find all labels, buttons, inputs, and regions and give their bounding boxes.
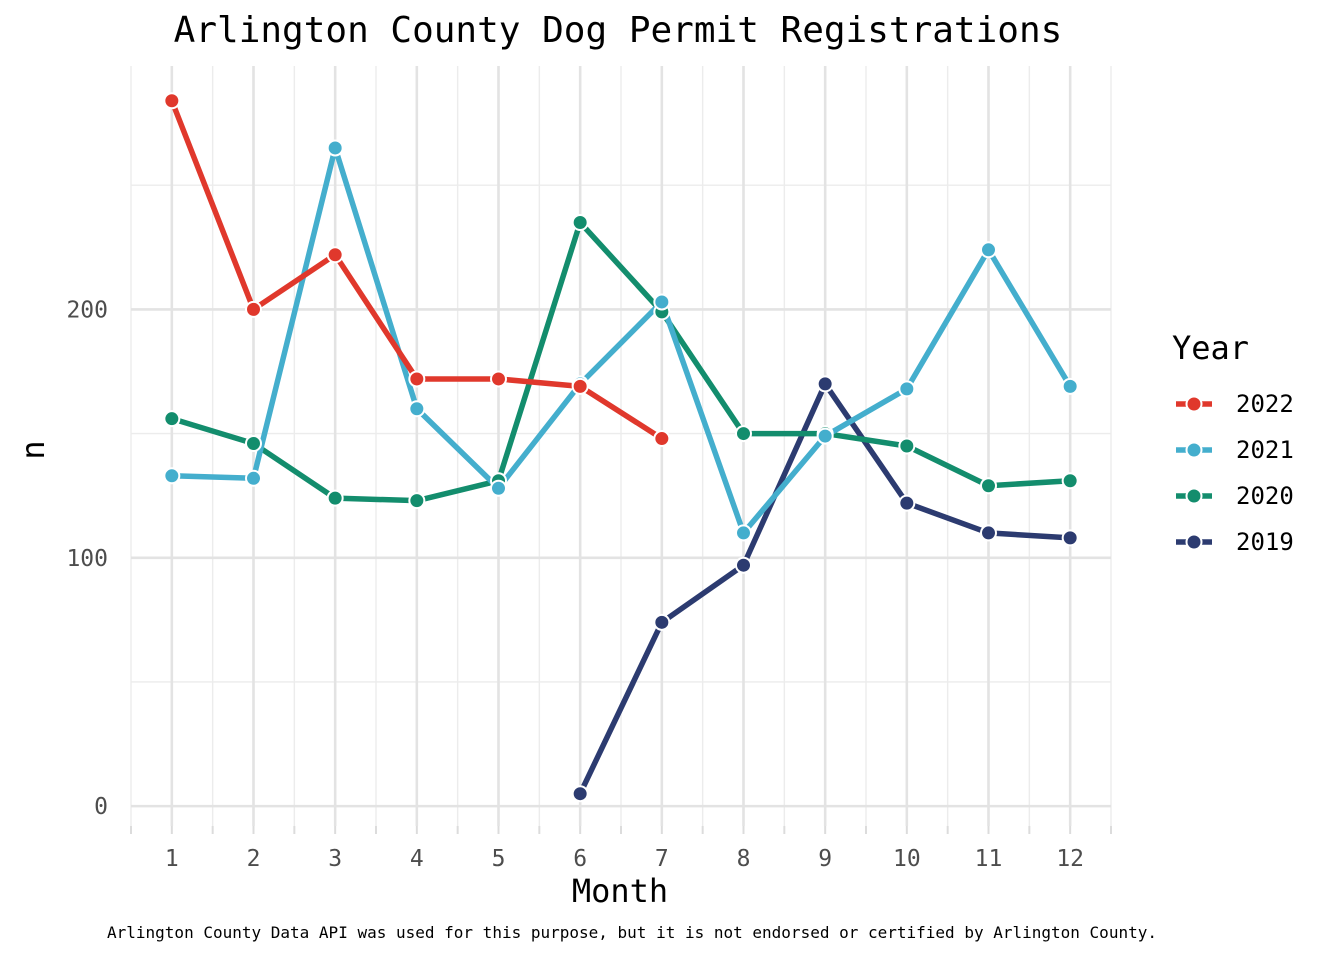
data-point-2020: [980, 477, 997, 495]
x-tick-label: 7: [655, 846, 669, 872]
data-point-2019: [735, 556, 752, 574]
data-point-2020: [245, 435, 262, 453]
legend-label: 2019: [1236, 528, 1294, 556]
legend-item-2022: 2022: [1176, 390, 1294, 418]
data-point-2019: [816, 375, 834, 393]
data-point-2020: [735, 425, 752, 443]
x-tick-label: 1: [165, 846, 179, 872]
data-point-2021: [326, 139, 344, 157]
data-point-2022: [571, 377, 589, 395]
legend-label: 2022: [1236, 390, 1294, 418]
x-tick-label: 9: [818, 846, 832, 872]
data-point-2022: [653, 430, 671, 448]
x-axis-title: Month: [572, 872, 668, 910]
y-tick-label: 0: [94, 794, 108, 820]
x-tick-label: 8: [737, 846, 751, 872]
legend-item-2019: 2019: [1176, 528, 1294, 556]
data-point-2022: [326, 246, 344, 264]
legend-label: 2021: [1236, 436, 1294, 464]
x-tick-label: 10: [893, 846, 921, 872]
legend-items: 2022 2021 2020 2019: [1176, 390, 1294, 556]
data-point-2021: [898, 380, 916, 398]
data-point-2019: [898, 494, 916, 512]
minor-gridlines: [130, 66, 1112, 826]
legend-label: 2020: [1236, 482, 1294, 510]
series-points: [163, 92, 1079, 803]
x-tick-label: 11: [975, 846, 1003, 872]
legend-swatch-point: [1185, 395, 1203, 413]
data-point-2020: [571, 213, 589, 231]
data-point-2022: [490, 370, 507, 388]
data-point-2021: [163, 467, 181, 485]
legend-swatch-point: [1185, 533, 1203, 551]
data-point-2020: [1061, 472, 1079, 490]
x-tick-label: 6: [573, 846, 587, 872]
data-point-2021: [245, 469, 262, 487]
chart-title: Arlington County Dog Permit Registration…: [174, 10, 1063, 51]
y-axis: 0 100 200: [66, 297, 108, 820]
data-point-2019: [1061, 529, 1079, 547]
legend-item-2020: 2020: [1176, 482, 1294, 510]
x-tick-label: 3: [328, 846, 342, 872]
data-point-2022: [163, 92, 181, 110]
data-point-2020: [408, 492, 426, 510]
y-tick-label: 200: [66, 297, 108, 323]
legend-swatch-point: [1185, 441, 1203, 459]
legend-swatch-point: [1185, 487, 1203, 505]
data-point-2019: [980, 524, 997, 542]
x-tick-label: 12: [1056, 846, 1084, 872]
data-point-2020: [326, 489, 344, 507]
series-line-2021: [169, 145, 1073, 536]
chart-caption: Arlington County Data API was used for t…: [107, 923, 1157, 942]
data-point-2021: [735, 524, 752, 542]
data-point-2019: [571, 785, 589, 803]
data-point-2020: [163, 410, 181, 428]
y-axis-title: n: [14, 440, 52, 459]
x-tick-label: 2: [247, 846, 261, 872]
data-point-2021: [1061, 377, 1079, 395]
y-tick-label: 100: [66, 546, 108, 572]
x-axis: 1 2 3 4 5 6 7 8 9 10 11 12: [130, 826, 1112, 872]
data-point-2020: [898, 437, 916, 455]
data-point-2019: [653, 613, 671, 631]
data-point-2021: [980, 241, 997, 259]
data-point-2021: [490, 479, 507, 497]
legend-title: Year: [1172, 329, 1249, 367]
legend-item-2021: 2021: [1176, 436, 1294, 464]
x-tick-label: 5: [492, 846, 506, 872]
data-point-2021: [408, 400, 426, 418]
data-point-2021: [653, 293, 671, 311]
data-point-2022: [408, 370, 426, 388]
series-line-2020: [169, 219, 1073, 504]
x-tick-label: 4: [410, 846, 424, 872]
data-point-2021: [816, 427, 834, 445]
data-point-2022: [245, 300, 262, 318]
legend: Year 2022 2021 2020 2019: [1172, 329, 1294, 556]
